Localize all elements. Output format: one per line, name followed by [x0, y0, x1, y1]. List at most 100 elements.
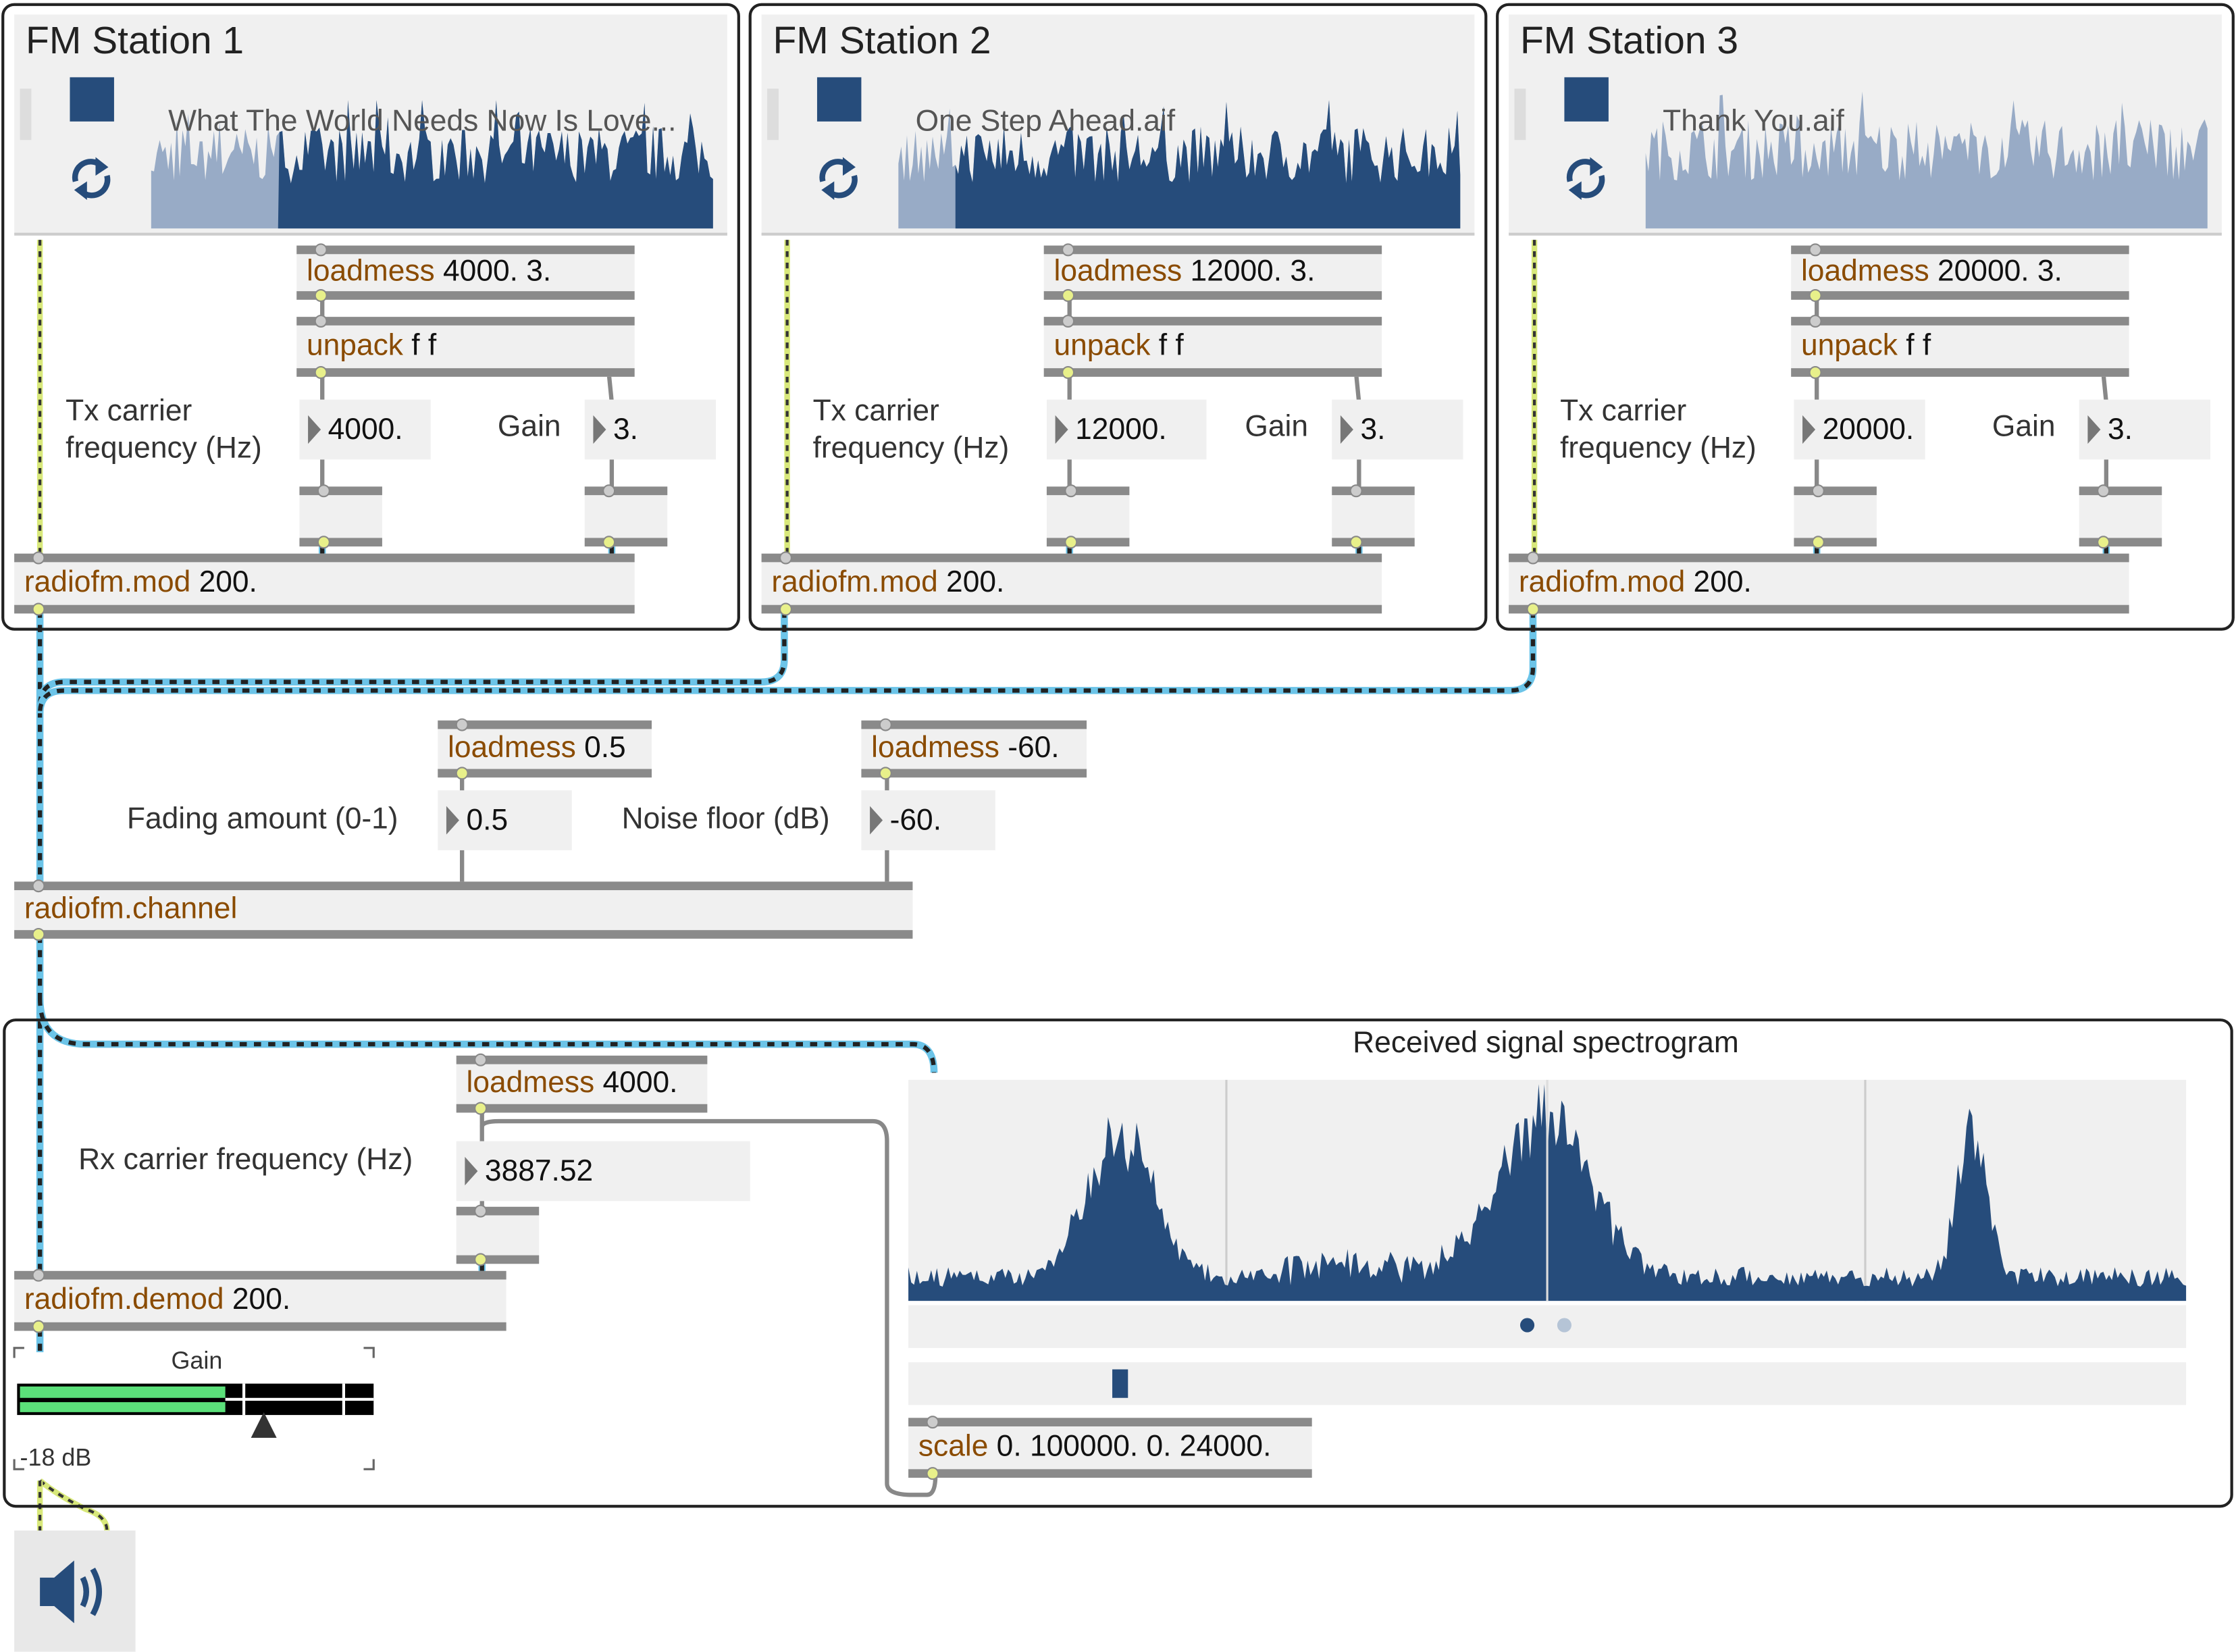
- inlet: [1811, 484, 1825, 498]
- receiver-panel: [3, 1018, 2233, 1508]
- frequency-slider[interactable]: [908, 1362, 2187, 1405]
- number-arrow: [1340, 415, 1353, 444]
- object-box[interactable]: radiofm.demod 200.: [14, 1268, 506, 1333]
- object-box[interactable]: unpack f f: [296, 314, 635, 380]
- play-toggle[interactable]: [1564, 77, 1609, 122]
- play-toggle[interactable]: [70, 77, 114, 122]
- inlet: [2097, 484, 2110, 498]
- object-bottom-bar: [438, 769, 652, 778]
- object-args: 0. 100000. 0. 24000.: [997, 1429, 1272, 1462]
- object-box[interactable]: [0, 0, 1415, 549]
- object-top-bar: [456, 1206, 540, 1216]
- number-box[interactable]: 3.: [2079, 399, 2210, 460]
- number-body: [1332, 399, 1463, 460]
- object-top-bar: [2079, 486, 2162, 496]
- object-box[interactable]: loadmess 4000.: [456, 1053, 708, 1115]
- object-box[interactable]: unpack f f: [1043, 314, 1382, 380]
- object-top-bar: [1509, 553, 2129, 563]
- object-bottom-bar: [14, 930, 913, 939]
- object-args: 200.: [1694, 565, 1752, 598]
- number-box[interactable]: -60.: [861, 790, 995, 850]
- page-dot[interactable]: [1557, 1318, 1571, 1333]
- object-bottom-bar: [1791, 368, 2129, 377]
- label: Tx carrier: [813, 394, 939, 427]
- object-body: [299, 486, 382, 547]
- object-body: [14, 553, 635, 614]
- number-body: [861, 790, 995, 850]
- outlet: [314, 366, 328, 380]
- number-box[interactable]: 3887.52: [456, 1141, 750, 1202]
- object-top-bar: [1046, 486, 1130, 496]
- object-box[interactable]: [0, 0, 382, 549]
- outlet: [1349, 536, 1363, 549]
- outlet: [474, 1102, 488, 1115]
- number-box[interactable]: 0.5: [438, 790, 572, 850]
- number-box[interactable]: 3.: [1332, 399, 1463, 460]
- object-class: radiofm.channel: [24, 892, 237, 925]
- object-body: [14, 881, 913, 939]
- object-box[interactable]: radiofm.mod 200.: [761, 551, 1382, 616]
- speaker-button[interactable]: [14, 1530, 136, 1652]
- outlet: [474, 1253, 488, 1266]
- object-box[interactable]: unpack f f: [1791, 314, 2129, 380]
- meter-level: [20, 1386, 226, 1398]
- page-dot[interactable]: [1519, 1318, 1535, 1333]
- object-bottom-bar: [1043, 291, 1382, 300]
- object-box[interactable]: radiofm.mod 200.: [1509, 551, 2129, 616]
- number-arrow: [1802, 415, 1816, 444]
- outlet: [2097, 536, 2110, 549]
- number-value: 3.: [1360, 413, 1385, 446]
- loop-button[interactable]: [819, 157, 858, 201]
- object-bottom-bar: [296, 291, 635, 300]
- object-box[interactable]: [0, 0, 540, 1266]
- loop-button[interactable]: [72, 157, 111, 201]
- gain-slider[interactable]: [17, 1383, 374, 1438]
- number-body: [299, 399, 431, 460]
- message-cable: [479, 1118, 938, 1497]
- signal-cable: [36, 611, 1537, 714]
- object-body: [1046, 486, 1130, 547]
- station-panel: [748, 3, 1488, 631]
- play-toggle[interactable]: [816, 77, 862, 122]
- object-body: [2079, 486, 2162, 547]
- number-body: [2079, 399, 2210, 460]
- object-box[interactable]: [0, 0, 1130, 549]
- outlet: [1062, 366, 1075, 380]
- object-box[interactable]: [0, 0, 668, 549]
- object-box[interactable]: loadmess 4000. 3.: [296, 243, 635, 302]
- object-bottom-bar: [2079, 538, 2162, 547]
- object-box[interactable]: loadmess -60.: [861, 718, 1087, 780]
- object-args: f f: [1906, 328, 1931, 361]
- number-body: [456, 1141, 750, 1202]
- object-box[interactable]: scale 0. 100000. 0. 24000.: [908, 1416, 1312, 1480]
- label: Gain: [1992, 410, 2056, 443]
- object-box[interactable]: loadmess 20000. 3.: [1791, 243, 2129, 302]
- loop-button[interactable]: [1566, 157, 1605, 201]
- signal-cable-dash: [37, 998, 937, 1073]
- object-box[interactable]: loadmess 12000. 3.: [1043, 243, 1382, 302]
- slider-bg: [908, 1362, 2187, 1405]
- outlet: [317, 536, 330, 549]
- object-class: loadmess: [1801, 254, 1929, 287]
- object-box[interactable]: radiofm.channel: [14, 879, 913, 941]
- object-top-bar: [861, 720, 1087, 729]
- outlet: [455, 767, 469, 780]
- outlet: [1809, 366, 1822, 380]
- label: Tx carrier: [1560, 394, 1686, 427]
- object-body: [14, 1270, 506, 1331]
- object-top-bar: [1043, 317, 1382, 326]
- meter-tick: [242, 1383, 246, 1416]
- number-box[interactable]: 3.: [584, 399, 717, 460]
- object-body: [1043, 317, 1382, 377]
- object-box[interactable]: loadmess 0.5: [438, 718, 652, 780]
- object-box[interactable]: radiofm.mod 200.: [14, 551, 635, 616]
- number-box[interactable]: 20000.: [1794, 399, 1925, 460]
- object-box[interactable]: [0, 0, 2162, 549]
- object-box[interactable]: [0, 0, 1877, 549]
- number-box[interactable]: 12000.: [1046, 399, 1207, 460]
- object-text: scale 0. 100000. 0. 24000.: [918, 1429, 1272, 1462]
- object-class: loadmess: [871, 731, 999, 764]
- number-box[interactable]: 4000.: [299, 399, 431, 460]
